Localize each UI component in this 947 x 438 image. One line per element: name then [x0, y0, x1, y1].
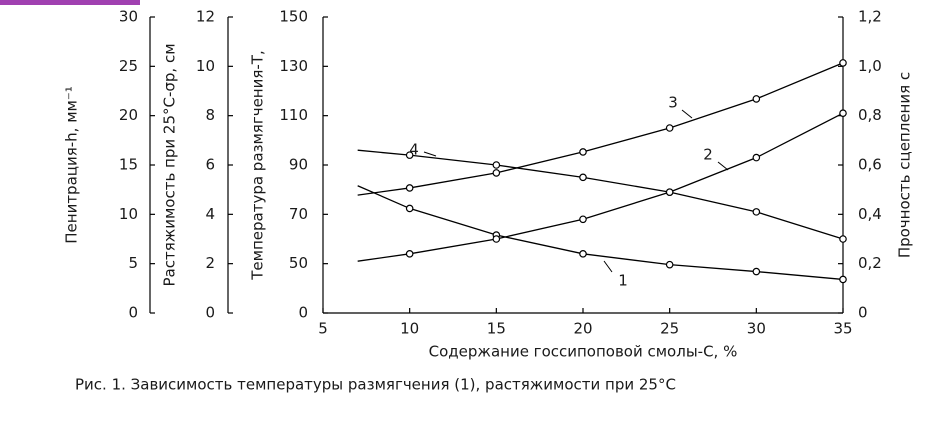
y-axis-title: Температура размягчения-Т,	[249, 50, 267, 280]
point	[492, 161, 501, 169]
point	[405, 151, 414, 159]
x-tick-label: 10	[400, 320, 419, 338]
point	[752, 153, 761, 162]
y-tick-label: 8	[205, 106, 215, 124]
y-tick-label: 50	[289, 254, 308, 272]
y-tick-label: 0	[128, 304, 138, 322]
series-line	[357, 149, 844, 240]
point	[579, 250, 587, 258]
series-line	[357, 185, 844, 281]
x-axis-title: Содержание госсипоповой смолы-С, %	[429, 343, 738, 361]
point	[492, 169, 501, 177]
x-tick-label: 25	[660, 320, 679, 338]
leader-line	[681, 109, 693, 119]
point	[579, 173, 587, 182]
y-tick-label: 0,6	[858, 156, 882, 174]
y-tick-label: 0	[858, 304, 868, 322]
caption: Рис. 1. Зависимость температуры размягче…	[75, 376, 676, 394]
x-tick-label: 30	[747, 320, 766, 338]
y-axis-title: Растяжимость при 25°С-σр, см	[161, 43, 179, 286]
point	[839, 235, 847, 243]
leader-line	[423, 151, 437, 157]
x-tick-label: 20	[573, 320, 592, 338]
y-tick-label: 6	[205, 156, 215, 174]
point	[492, 235, 501, 243]
y-tick-label: 110	[279, 106, 308, 124]
x-tick-label: 5	[318, 320, 328, 338]
y-tick-label: 1,0	[858, 57, 882, 75]
curve-label: 4	[409, 141, 419, 159]
y-tick-label: 25	[119, 57, 138, 75]
y-tick-label: 150	[279, 8, 308, 26]
point	[579, 215, 587, 224]
point	[752, 95, 761, 103]
y-tick-label: 1,2	[858, 8, 882, 26]
y-tick-label: 12	[196, 8, 215, 26]
point	[752, 208, 761, 216]
point	[752, 267, 761, 276]
leader-line	[717, 161, 729, 171]
y-axis-title: Пенитрация-h, мм⁻¹	[63, 86, 81, 244]
y-tick-label: 0,8	[858, 106, 882, 124]
y-tick-label: 4	[205, 205, 215, 223]
point	[665, 260, 674, 269]
y-tick-label: 5	[128, 254, 138, 272]
point	[665, 188, 674, 196]
point	[839, 109, 847, 118]
point	[839, 59, 847, 67]
series-line	[357, 112, 844, 262]
point	[405, 184, 414, 192]
point	[579, 148, 587, 156]
leader-line	[603, 260, 613, 273]
y-tick-label: 0	[298, 304, 308, 322]
y-tick-label: 0	[205, 304, 215, 322]
point	[839, 275, 847, 284]
x-tick-label: 15	[487, 320, 506, 338]
y-tick-label: 30	[119, 8, 138, 26]
series-line	[357, 62, 844, 196]
curve-label: 3	[668, 94, 678, 112]
y-tick-label: 130	[279, 57, 308, 75]
y-tick-label: 10	[196, 57, 215, 75]
y-tick-label: 0,4	[858, 205, 882, 223]
top-bar	[0, 0, 140, 5]
y-axis-title: Прочность сцепления с	[896, 72, 914, 258]
x-tick-label: 35	[833, 320, 852, 338]
y-tick-label: 0,2	[858, 254, 882, 272]
y-tick-label: 90	[289, 156, 308, 174]
y-tick-label: 15	[119, 156, 138, 174]
curve-label: 2	[703, 146, 713, 164]
y-tick-label: 20	[119, 106, 138, 124]
y-tick-label: 2	[205, 254, 215, 272]
y-tick-label: 10	[119, 205, 138, 223]
y-tick-label: 70	[289, 205, 308, 223]
point	[665, 124, 674, 132]
curve-label: 1	[618, 272, 628, 290]
point	[405, 204, 414, 213]
point	[405, 250, 414, 258]
